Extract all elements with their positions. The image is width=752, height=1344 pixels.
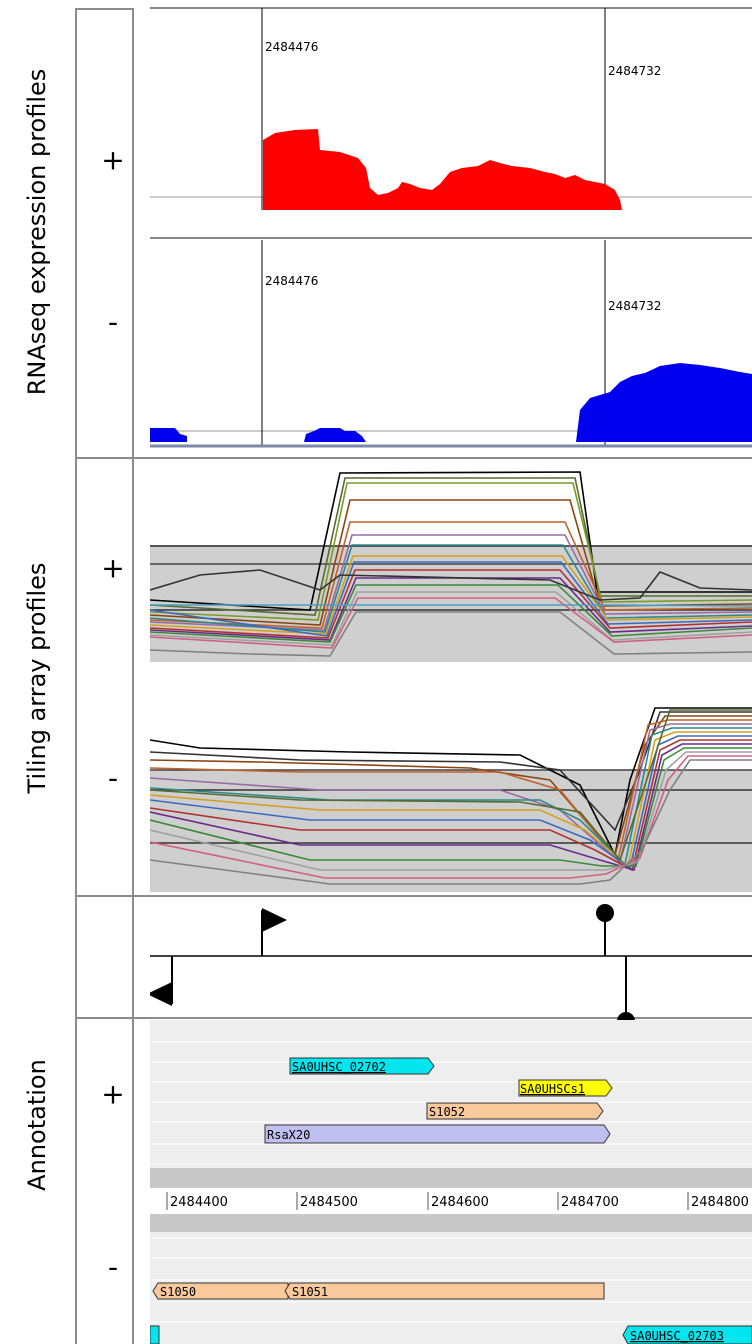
tiling-plus-panel [150, 471, 752, 662]
rnaseq-minus-strand-label: - [107, 305, 119, 339]
gene-label: S1051 [292, 1285, 328, 1299]
gene-S1051[interactable]: S1051 [284, 1282, 605, 1300]
marker-label-2484732-minus: 2484732 [608, 299, 661, 313]
gene-label: SA0UHSCs1 [520, 1082, 585, 1096]
annotation-panel: 2484400 2484500 2484600 2484700 2484800 … [150, 1020, 752, 1344]
gene-label: SA0UHSC_02702 [292, 1060, 386, 1074]
terminator-plus-icon [596, 904, 614, 922]
axis-tick-label: 2484400 [170, 1195, 228, 1210]
axis-tick-label: 2484700 [561, 1195, 619, 1210]
axis-tick-label: 2484500 [300, 1195, 358, 1210]
gene-SA0UHSC_02702[interactable]: SA0UHSC_02702 [289, 1057, 435, 1075]
coordinate-axis [166, 1192, 689, 1210]
gene-S1050[interactable]: S1050 [152, 1282, 289, 1300]
minus-expression-profile-mid [304, 428, 366, 442]
annotation-minus-strand-label: - [107, 1250, 119, 1284]
gene-label: S1052 [429, 1105, 465, 1119]
rnaseq-plus-strand-label: + [101, 143, 125, 177]
label-column-frame [75, 8, 752, 1344]
gene-fragment-left[interactable] [150, 1325, 160, 1344]
gene-label: RsaX20 [267, 1128, 310, 1142]
minus-expression-profile-left [150, 428, 187, 442]
tiling-plus-strand-label: + [101, 551, 125, 585]
tiling-minus-panel [150, 707, 752, 892]
axis-tick-label: 2484600 [431, 1195, 489, 1210]
gene-label: S1050 [160, 1285, 196, 1299]
marker-label-2484732-plus: 2484732 [608, 64, 661, 78]
axis-tick-label: 2484800 [691, 1195, 749, 1210]
tiling-minus-strand-label: - [107, 761, 119, 795]
promoter-minus-flag-icon [150, 982, 172, 1006]
gene-S1052[interactable]: S1052 [426, 1102, 604, 1120]
gene-SA0UHSCs1[interactable]: SA0UHSCs1 [518, 1079, 613, 1097]
promoter-plus-flag-icon [262, 908, 287, 932]
label-column: RNAseq expression profiles Tiling array … [0, 0, 150, 1344]
plus-expression-profile [263, 129, 622, 210]
gene-SA0UHSC_02703[interactable]: SA0UHSC_02703 [622, 1325, 752, 1344]
rnaseq-plus-panel: 2484476 2484732 [150, 7, 752, 239]
gene-label: SA0UHSC_02703 [630, 1329, 724, 1343]
minus-expression-profile-right [576, 363, 752, 442]
promoter-terminator-track [150, 904, 752, 1030]
gene-RsaX20[interactable]: RsaX20 [264, 1124, 611, 1144]
rnaseq-minus-panel: 2484476 2484732 [150, 240, 752, 448]
marker-label-2484476-minus: 2484476 [265, 274, 318, 288]
annotation-plus-strand-label: + [101, 1077, 125, 1111]
marker-label-2484476-plus: 2484476 [265, 40, 318, 54]
